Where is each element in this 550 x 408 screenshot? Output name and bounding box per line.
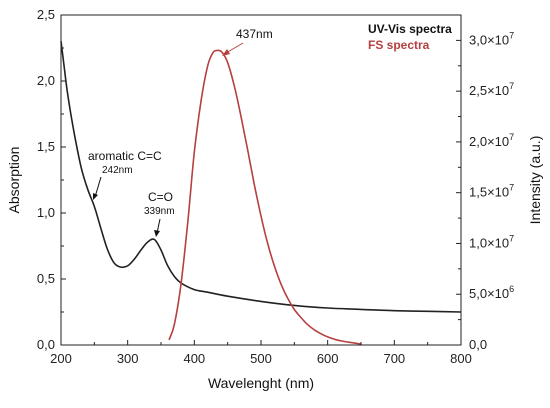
x-tick-label: 700: [383, 351, 405, 366]
x-tick-label: 800: [450, 351, 472, 366]
series-line-uv-vis: [60, 41, 462, 313]
y-right-tick-label: 0,0: [469, 337, 487, 352]
annotation-carbonyl-arrowhead: [154, 230, 160, 237]
x-tick-label: 500: [250, 351, 272, 366]
y-left-tick-label: 2,5: [37, 7, 55, 22]
x-tick-label: 600: [317, 351, 339, 366]
annotation-aromatic: aromatic C=C: [88, 149, 162, 163]
y-right-tick-label: 1,5×107: [469, 183, 514, 200]
y-left-tick-label: 1,5: [37, 139, 55, 154]
series-line-fs: [168, 49, 362, 345]
y-left-axis-ticks: 0,0 0,5 1,0 1,5 2,0 2,5: [37, 7, 66, 352]
annotation-carbonyl-wavelength: 339nm: [144, 206, 175, 217]
y-left-tick-label: 1,0: [37, 205, 55, 220]
x-tick-label: 200: [50, 351, 72, 366]
x-axis-label: Wavelenght (nm): [208, 375, 314, 391]
y-right-tick-label: 1,0×107: [469, 233, 514, 250]
y-right-axis-ticks: 0,0 5,0×106 1,0×107 1,5×107 2,0×107 2,5×107 3,…: [456, 14, 514, 352]
x-axis-ticks: 200 300 400 500 600 700 800: [50, 340, 472, 366]
annotation-fs-arrow: [225, 42, 244, 54]
annotation-fs-peak: 437nm: [236, 27, 273, 41]
y-right-tick-label: 2,5×107: [469, 81, 514, 98]
annotation-aromatic-arrow: [94, 176, 102, 198]
y-right-tick-label: 2,0×107: [469, 132, 514, 149]
y-left-tick-label: 0,5: [37, 271, 55, 286]
x-tick-label: 300: [117, 351, 139, 366]
annotation-carbonyl: C=O: [148, 190, 173, 204]
y-right-tick-label: 5,0×106: [469, 284, 514, 301]
legend-fs: FS spectra: [368, 38, 430, 52]
y-right-axis-label: Intensity (a.u.): [527, 136, 543, 225]
annotation-aromatic-wavelength: 242nm: [102, 165, 133, 176]
annotation-aromatic-arrowhead: [93, 193, 98, 200]
y-left-axis-label: Absorption: [6, 147, 22, 214]
y-left-tick-label: 0,0: [37, 337, 55, 352]
y-left-tick-label: 2,0: [37, 73, 55, 88]
annotation-fs-arrowhead: [222, 49, 230, 56]
y-right-tick-label: 3,0×107: [469, 30, 514, 47]
legend-uv-vis: UV-Vis spectra: [368, 22, 452, 36]
x-tick-label: 400: [183, 351, 205, 366]
plot-frame: [60, 14, 462, 346]
